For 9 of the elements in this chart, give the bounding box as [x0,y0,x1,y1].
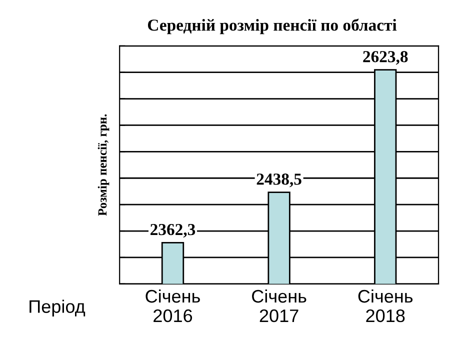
x-tick-label: Січень 2018 [358,289,413,322]
text: Період [30,300,86,317]
chart-title: Середній розмір пенсії по області [148,18,397,34]
x-tick-label: Січень 2017 [252,289,306,322]
data-label: 2438,5 [256,174,302,188]
y-axis-title: Розмір пенсії, грн. [98,114,110,216]
data-label: 2362,3 [150,224,196,238]
x-tick-label: Січень 2016 [146,289,200,322]
data-label: 2623,8 [363,51,408,65]
